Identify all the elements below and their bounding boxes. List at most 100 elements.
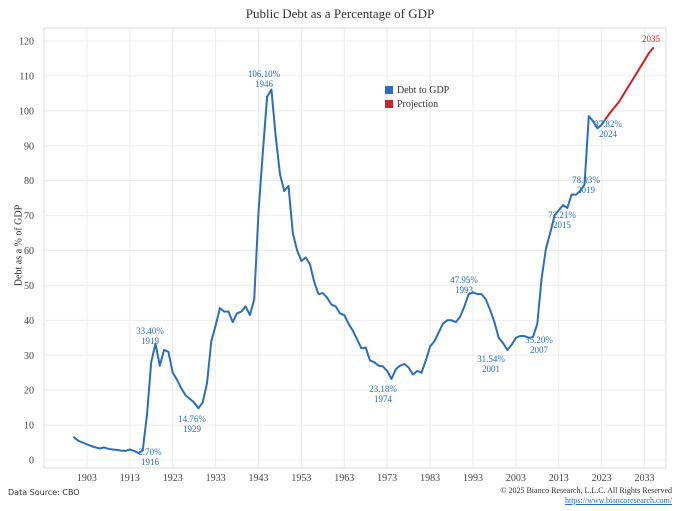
data-point-debt-to-gdp xyxy=(600,123,603,126)
legend: Debt to GDP Projection xyxy=(385,83,449,111)
data-point-debt-to-gdp xyxy=(210,340,213,343)
data-point-debt-to-gdp xyxy=(519,335,522,337)
annotation-value: 97.82% xyxy=(594,119,622,129)
annotation-year: 1946 xyxy=(255,79,274,89)
data-point-debt-to-gdp xyxy=(442,322,444,325)
data-point-debt-to-gdp xyxy=(437,331,440,334)
annotation-value: 2.70% xyxy=(138,447,162,457)
y-tick-label: 100 xyxy=(19,106,34,117)
data-point-debt-to-gdp xyxy=(244,305,247,308)
series-line-debt-to-gdp xyxy=(73,88,607,454)
data-point-projection xyxy=(626,87,629,89)
annotation-value: 35.20% xyxy=(525,335,553,345)
data-point-debt-to-gdp xyxy=(77,439,80,442)
data-point-projection xyxy=(613,106,616,109)
data-point-projection xyxy=(635,73,637,76)
data-point-debt-to-gdp xyxy=(527,336,530,339)
annotation-value: 47.95% xyxy=(450,275,478,285)
y-tick-label: 110 xyxy=(19,71,34,82)
x-tick-label: 1903 xyxy=(77,473,97,484)
data-point-debt-to-gdp xyxy=(266,96,268,98)
data-point-debt-to-gdp xyxy=(133,450,136,452)
data-point-projection xyxy=(617,101,620,103)
data-source: Data Source: CBO xyxy=(8,488,80,497)
data-point-debt-to-gdp xyxy=(352,329,354,332)
data-point-debt-to-gdp xyxy=(493,321,496,323)
data-point-debt-to-gdp xyxy=(197,407,200,410)
data-point-debt-to-gdp xyxy=(557,209,560,212)
y-tick-label: 90 xyxy=(24,141,34,152)
x-tick-label: 1913 xyxy=(120,473,140,484)
data-point-debt-to-gdp xyxy=(579,190,582,193)
data-point-debt-to-gdp xyxy=(545,247,547,250)
data-point-debt-to-gdp xyxy=(532,336,534,338)
data-point-projection xyxy=(643,59,646,62)
data-point-debt-to-gdp xyxy=(223,310,226,313)
data-point-debt-to-gdp xyxy=(73,436,75,439)
data-point-projection xyxy=(622,94,624,96)
data-point-debt-to-gdp xyxy=(523,335,526,337)
data-point-debt-to-gdp xyxy=(257,211,260,214)
data-point-debt-to-gdp xyxy=(583,183,586,186)
data-point-debt-to-gdp xyxy=(158,364,161,367)
data-point-debt-to-gdp xyxy=(291,232,294,234)
annotation-year: 2007 xyxy=(530,345,549,355)
data-point-debt-to-gdp xyxy=(467,293,470,295)
data-point-debt-to-gdp xyxy=(330,303,333,306)
source-link[interactable]: https://www.biancoresearch.com/ xyxy=(564,496,672,505)
data-point-debt-to-gdp xyxy=(171,371,174,374)
data-point-debt-to-gdp xyxy=(472,291,474,294)
x-tick-label: 1943 xyxy=(248,473,268,484)
data-point-debt-to-gdp xyxy=(377,364,380,367)
data-point-debt-to-gdp xyxy=(90,445,93,447)
data-point-debt-to-gdp xyxy=(394,368,397,371)
legend-swatch-debt xyxy=(385,86,393,94)
data-point-debt-to-gdp xyxy=(120,449,123,452)
data-point-debt-to-gdp xyxy=(86,443,88,446)
x-tick-label: 1933 xyxy=(206,473,226,484)
data-point-debt-to-gdp xyxy=(249,314,251,316)
data-point-debt-to-gdp xyxy=(506,349,509,351)
data-point-projection xyxy=(652,47,654,49)
y-tick-label: 120 xyxy=(19,37,34,48)
data-point-debt-to-gdp xyxy=(399,364,401,367)
data-point-debt-to-gdp xyxy=(240,310,243,313)
legend-item-projection: Projection xyxy=(385,97,449,111)
x-tick-label: 1963 xyxy=(334,473,354,484)
annotation-year: 1929 xyxy=(183,424,202,434)
data-point-debt-to-gdp xyxy=(279,172,281,175)
data-point-debt-to-gdp xyxy=(334,305,337,308)
data-point-debt-to-gdp xyxy=(489,309,491,311)
copyright-block: © 2025 Bianco Research, L.L.C. All Right… xyxy=(500,486,672,506)
x-tick-label: 1983 xyxy=(420,473,440,484)
legend-label-debt: Debt to GDP xyxy=(397,84,450,96)
y-tick-label: 70 xyxy=(24,211,34,222)
data-point-debt-to-gdp xyxy=(463,305,466,308)
data-point-debt-to-gdp xyxy=(261,151,264,154)
data-point-debt-to-gdp xyxy=(420,371,423,374)
plot-frame xyxy=(43,27,667,469)
data-point-debt-to-gdp xyxy=(356,338,358,341)
data-point-debt-to-gdp xyxy=(369,359,371,362)
data-point-debt-to-gdp xyxy=(296,249,298,252)
legend-swatch-projection xyxy=(385,100,393,108)
data-point-debt-to-gdp xyxy=(592,120,594,123)
data-point-debt-to-gdp xyxy=(116,449,118,451)
data-point-debt-to-gdp xyxy=(309,263,311,266)
x-tick-label: 1993 xyxy=(463,473,483,484)
data-point-debt-to-gdp xyxy=(540,277,543,280)
data-point-debt-to-gdp xyxy=(154,342,157,345)
data-point-debt-to-gdp xyxy=(562,204,564,207)
data-point-debt-to-gdp xyxy=(287,185,290,187)
data-point-debt-to-gdp xyxy=(476,293,479,295)
data-point-debt-to-gdp xyxy=(403,363,406,365)
data-point-projection xyxy=(639,66,642,69)
data-point-debt-to-gdp xyxy=(103,446,105,449)
data-point-projection xyxy=(605,117,607,120)
y-tick-label: 80 xyxy=(24,176,34,187)
annotation-year: 1916 xyxy=(141,457,160,467)
x-tick-label: 1953 xyxy=(291,473,311,484)
data-point-debt-to-gdp xyxy=(253,298,256,301)
data-point-debt-to-gdp xyxy=(339,312,341,315)
data-point-debt-to-gdp xyxy=(364,346,367,349)
